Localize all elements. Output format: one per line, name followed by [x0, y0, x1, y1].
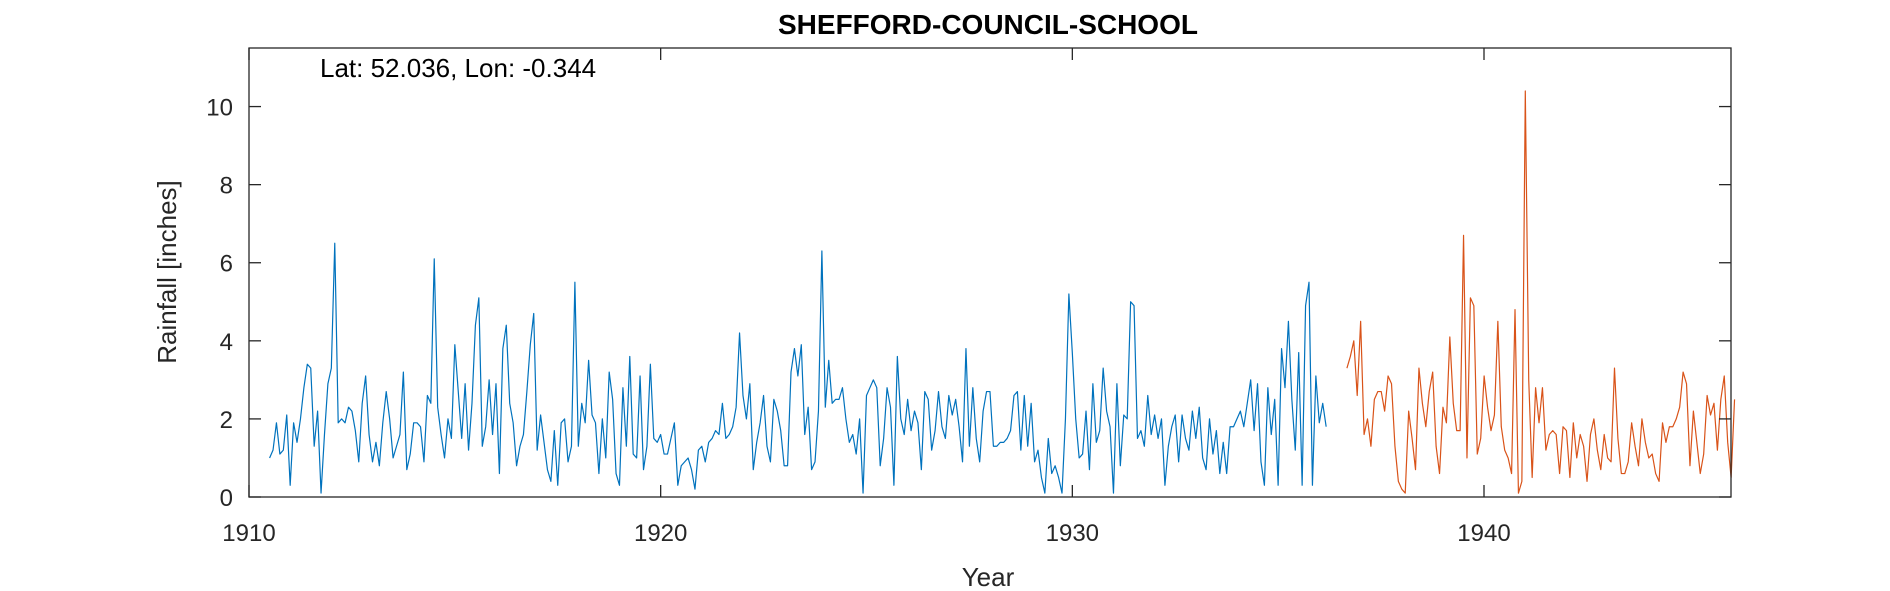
y-tick-label: 4 [220, 329, 233, 356]
x-tick-label: 1920 [634, 520, 687, 547]
x-tick-label: 1910 [222, 520, 275, 547]
y-tick-label: 8 [220, 173, 233, 200]
plot-area-frame [248, 47, 1732, 498]
chart-title: SHEFFORD-COUNCIL-SCHOOL [778, 9, 1198, 40]
rainfall-series-line-2 [1346, 90, 1736, 494]
y-tick-label: 2 [220, 407, 233, 434]
x-axis-label: Year [962, 562, 1015, 591]
rainfall-series-line-1 [269, 242, 1327, 494]
y-tick-label: 10 [206, 95, 233, 122]
y-tick-label: 6 [220, 251, 233, 278]
series-layer [269, 90, 1736, 494]
x-tick-label: 1930 [1046, 520, 1099, 547]
y-tick-label: 0 [220, 485, 233, 512]
x-tick-label: 1940 [1457, 520, 1510, 547]
location-annotation: Lat: 52.036, Lon: -0.344 [320, 53, 596, 83]
y-axis-label: Rainfall [inches] [152, 180, 182, 364]
axis-ticks: 1910 1920 1930 1940 0 2 4 6 8 10 [206, 48, 1731, 547]
